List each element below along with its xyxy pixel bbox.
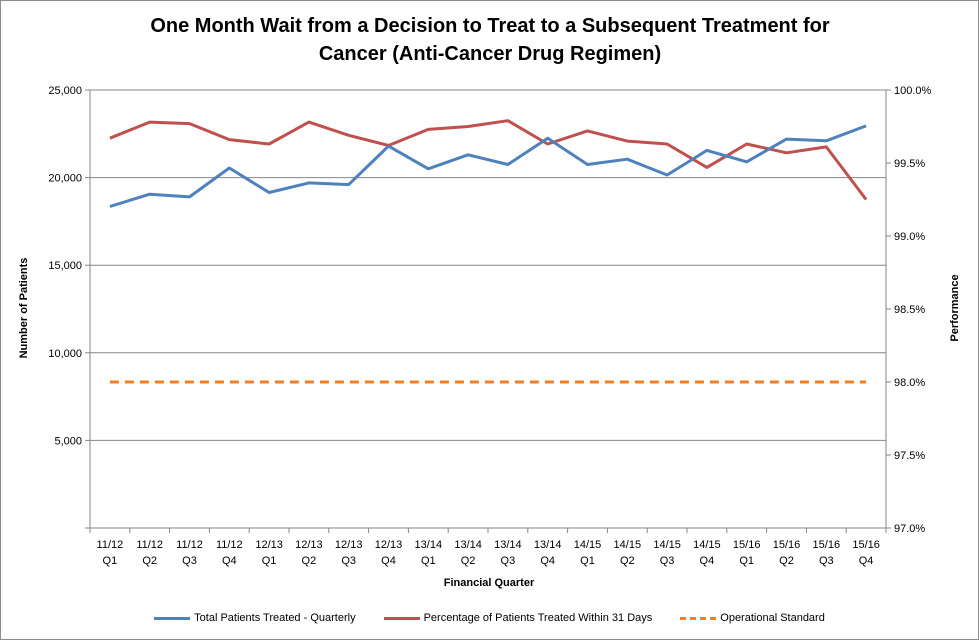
chart-title-line-1: One Month Wait from a Decision to Treat … [150,15,830,37]
legend-label: Percentage of Patients Treated Within 31… [423,612,653,624]
x-tick-label-quarter: Q1 [262,555,277,567]
y2-tick-label: 98.0% [894,377,925,389]
legend-item: Percentage of Patients Treated Within 31… [383,608,653,628]
series-lines [109,119,868,384]
x-tick-label-quarter: Q2 [461,555,476,567]
x-tick-label-year: 12/13 [375,539,403,551]
y-axis-title: Number of Patients [18,258,30,359]
x-tick-label-year: 15/16 [813,539,841,551]
y2-tick-label: 97.0% [894,523,925,535]
x-tick-label-year: 14/15 [614,539,642,551]
x-tick-label-quarter: Q4 [700,555,715,567]
axes [85,89,891,533]
y2-axis-title: Performance [949,274,961,341]
y2-tick-label: 100.0% [894,85,932,97]
x-tick-label-year: 12/13 [295,539,323,551]
y-tick-label: 25,000 [48,85,82,97]
x-tick-label-quarter: Q2 [620,555,635,567]
x-tick-label-quarter: Q3 [501,555,516,567]
x-tick-label-year: 11/12 [136,539,163,551]
x-tick-label-quarter: Q1 [103,555,118,567]
x-tick-label-year: 13/14 [454,539,482,551]
x-tick-label-quarter: Q3 [341,555,356,567]
legend-label: Operational Standard [720,612,825,624]
legend-item: Operational Standard [680,608,825,628]
chart-plot: 5,000 10,000 15,000 20,000 25,000 97.0% 97.5% 9… [18,85,961,589]
x-tick-label-year: 15/16 [852,539,880,551]
x-tick-label-year: 11/12 [97,539,124,551]
x-tick-label-quarter: Q2 [302,555,317,567]
x-tick-label-quarter: Q3 [819,555,834,567]
x-axis-title: Financial Quarter [444,577,535,589]
x-tick-label-year: 15/16 [733,539,761,551]
y2-tick-label: 99.0% [894,231,925,243]
x-tick-label-quarter: Q4 [859,555,874,567]
y-tick-label: 10,000 [48,348,82,360]
legend-label: Total Patients Treated - Quarterly [194,612,356,624]
x-tick-label-year: 12/13 [255,539,283,551]
legend-item: Total Patients Treated - Quarterly [154,608,356,628]
x-tick-label-year: 13/14 [415,539,443,551]
y2-tick-label: 99.5% [894,158,925,170]
x-tick-label-quarter: Q1 [421,555,436,567]
chart-title-line-2: Cancer (Anti-Cancer Drug Regimen) [318,43,662,65]
x-tick-label-quarter: Q3 [660,555,675,567]
legend-swatch [154,616,191,620]
series-line-2 [109,119,868,201]
x-tick-label-year: 12/13 [335,539,363,551]
y-tick-label: 20,000 [48,173,82,185]
x-tick-label-quarter: Q2 [142,555,157,567]
x-tick-label-year: 13/14 [494,539,522,551]
y-tick-label: 5,000 [54,435,82,447]
x-tick-label-quarter: Q1 [580,555,595,567]
y2-tick-label: 98.5% [894,304,925,316]
y2-tick-label: 97.5% [894,450,925,462]
tick-labels: 5,000 10,000 15,000 20,000 25,000 97.0% 97.5% 9… [48,85,931,567]
legend-swatch [680,616,717,620]
x-tick-label-quarter: Q3 [182,555,197,567]
x-tick-label-year: 15/16 [773,539,801,551]
x-tick-label-quarter: Q4 [381,555,396,567]
x-tick-label-quarter: Q4 [540,555,555,567]
x-tick-label-year: 11/12 [176,539,203,551]
x-tick-label-year: 14/15 [574,539,602,551]
x-tick-label-year: 14/15 [693,539,721,551]
series-line-1 [109,124,867,208]
x-tick-label-year: 11/12 [216,539,243,551]
x-tick-label-year: 13/14 [534,539,562,551]
chart-title: One Month Wait from a Decision to Treat … [60,12,920,68]
x-tick-label-year: 14/15 [653,539,681,551]
x-tick-label-quarter: Q1 [739,555,754,567]
legend: Total Patients Treated - Quarterly Percen… [0,608,979,628]
x-tick-label-quarter: Q4 [222,555,237,567]
x-tick-label-quarter: Q2 [779,555,794,567]
legend-swatch [383,616,420,620]
gridlines [90,89,886,441]
y-tick-label: 15,000 [48,260,82,272]
